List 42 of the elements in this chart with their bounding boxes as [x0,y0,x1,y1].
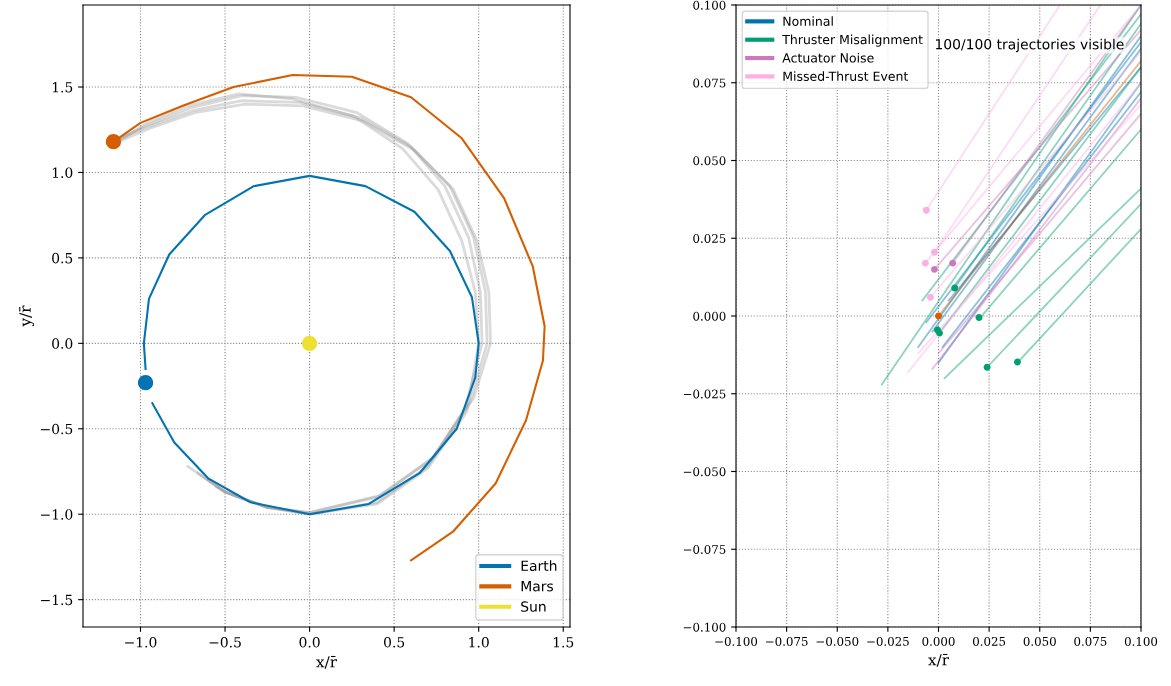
x-tick-label: 0.100 [1124,636,1158,646]
y-tick-label: 0.050 [693,156,726,166]
x-tick-label: −0.075 [766,636,808,646]
y-tick-label: −0.075 [683,544,726,554]
x-tick-label: −0.025 [867,636,909,646]
x-axis-title: x/r̄ [316,655,338,669]
x-tick-label: 0.5 [384,636,405,648]
y-tick-label: 0.0 [52,338,73,349]
x-tick-label: 0.025 [973,636,1006,646]
x-tick-label: 0.050 [1023,636,1056,646]
y-tick-label: 0.000 [693,311,726,321]
y-tick-label: 1.0 [52,167,73,178]
y-tick-label: −0.025 [683,389,726,399]
x-tick-label: −0.050 [816,636,859,646]
x-axis-title: x/r̄ [928,653,950,667]
legend-label: Actuator Noise [782,52,874,63]
legend-label: Sun [521,601,546,612]
y-tick-label: 1.5 [52,81,73,93]
y-tick-label: 0.100 [693,0,726,10]
legend-label: Thruster Misalignment [782,34,923,47]
legend-label: Nominal [783,16,833,26]
y-tick-label: −0.5 [41,423,73,435]
x-tick-label: −1.0 [125,636,157,648]
legend-label: Missed-Thrust Event [783,71,909,81]
legend-label: Earth [521,560,557,572]
y-tick-label: −0.050 [683,467,726,477]
y-tick-label: −1.5 [41,594,73,606]
y-tick-label: −0.100 [683,622,726,632]
y-tick-label: 0.075 [693,78,726,88]
x-tick-label: −0.5 [209,636,241,648]
y-tick-label: −1.0 [41,509,73,520]
y-tick-label: 0.025 [693,233,726,243]
y-tick-label: 0.5 [52,252,73,264]
x-tick-label: 1.5 [553,636,574,648]
x-tick-label: 0.000 [922,636,955,646]
legend-label: Mars [521,581,554,592]
x-tick-label: 0.0 [299,636,320,648]
y-axis-title: y/r̄ [19,305,34,327]
x-tick-label: 1.0 [469,636,489,648]
x-tick-label: −0.100 [715,636,758,646]
x-tick-label: 0.075 [1074,636,1107,646]
annotation: 100/100 trajectories visible [935,38,1124,53]
